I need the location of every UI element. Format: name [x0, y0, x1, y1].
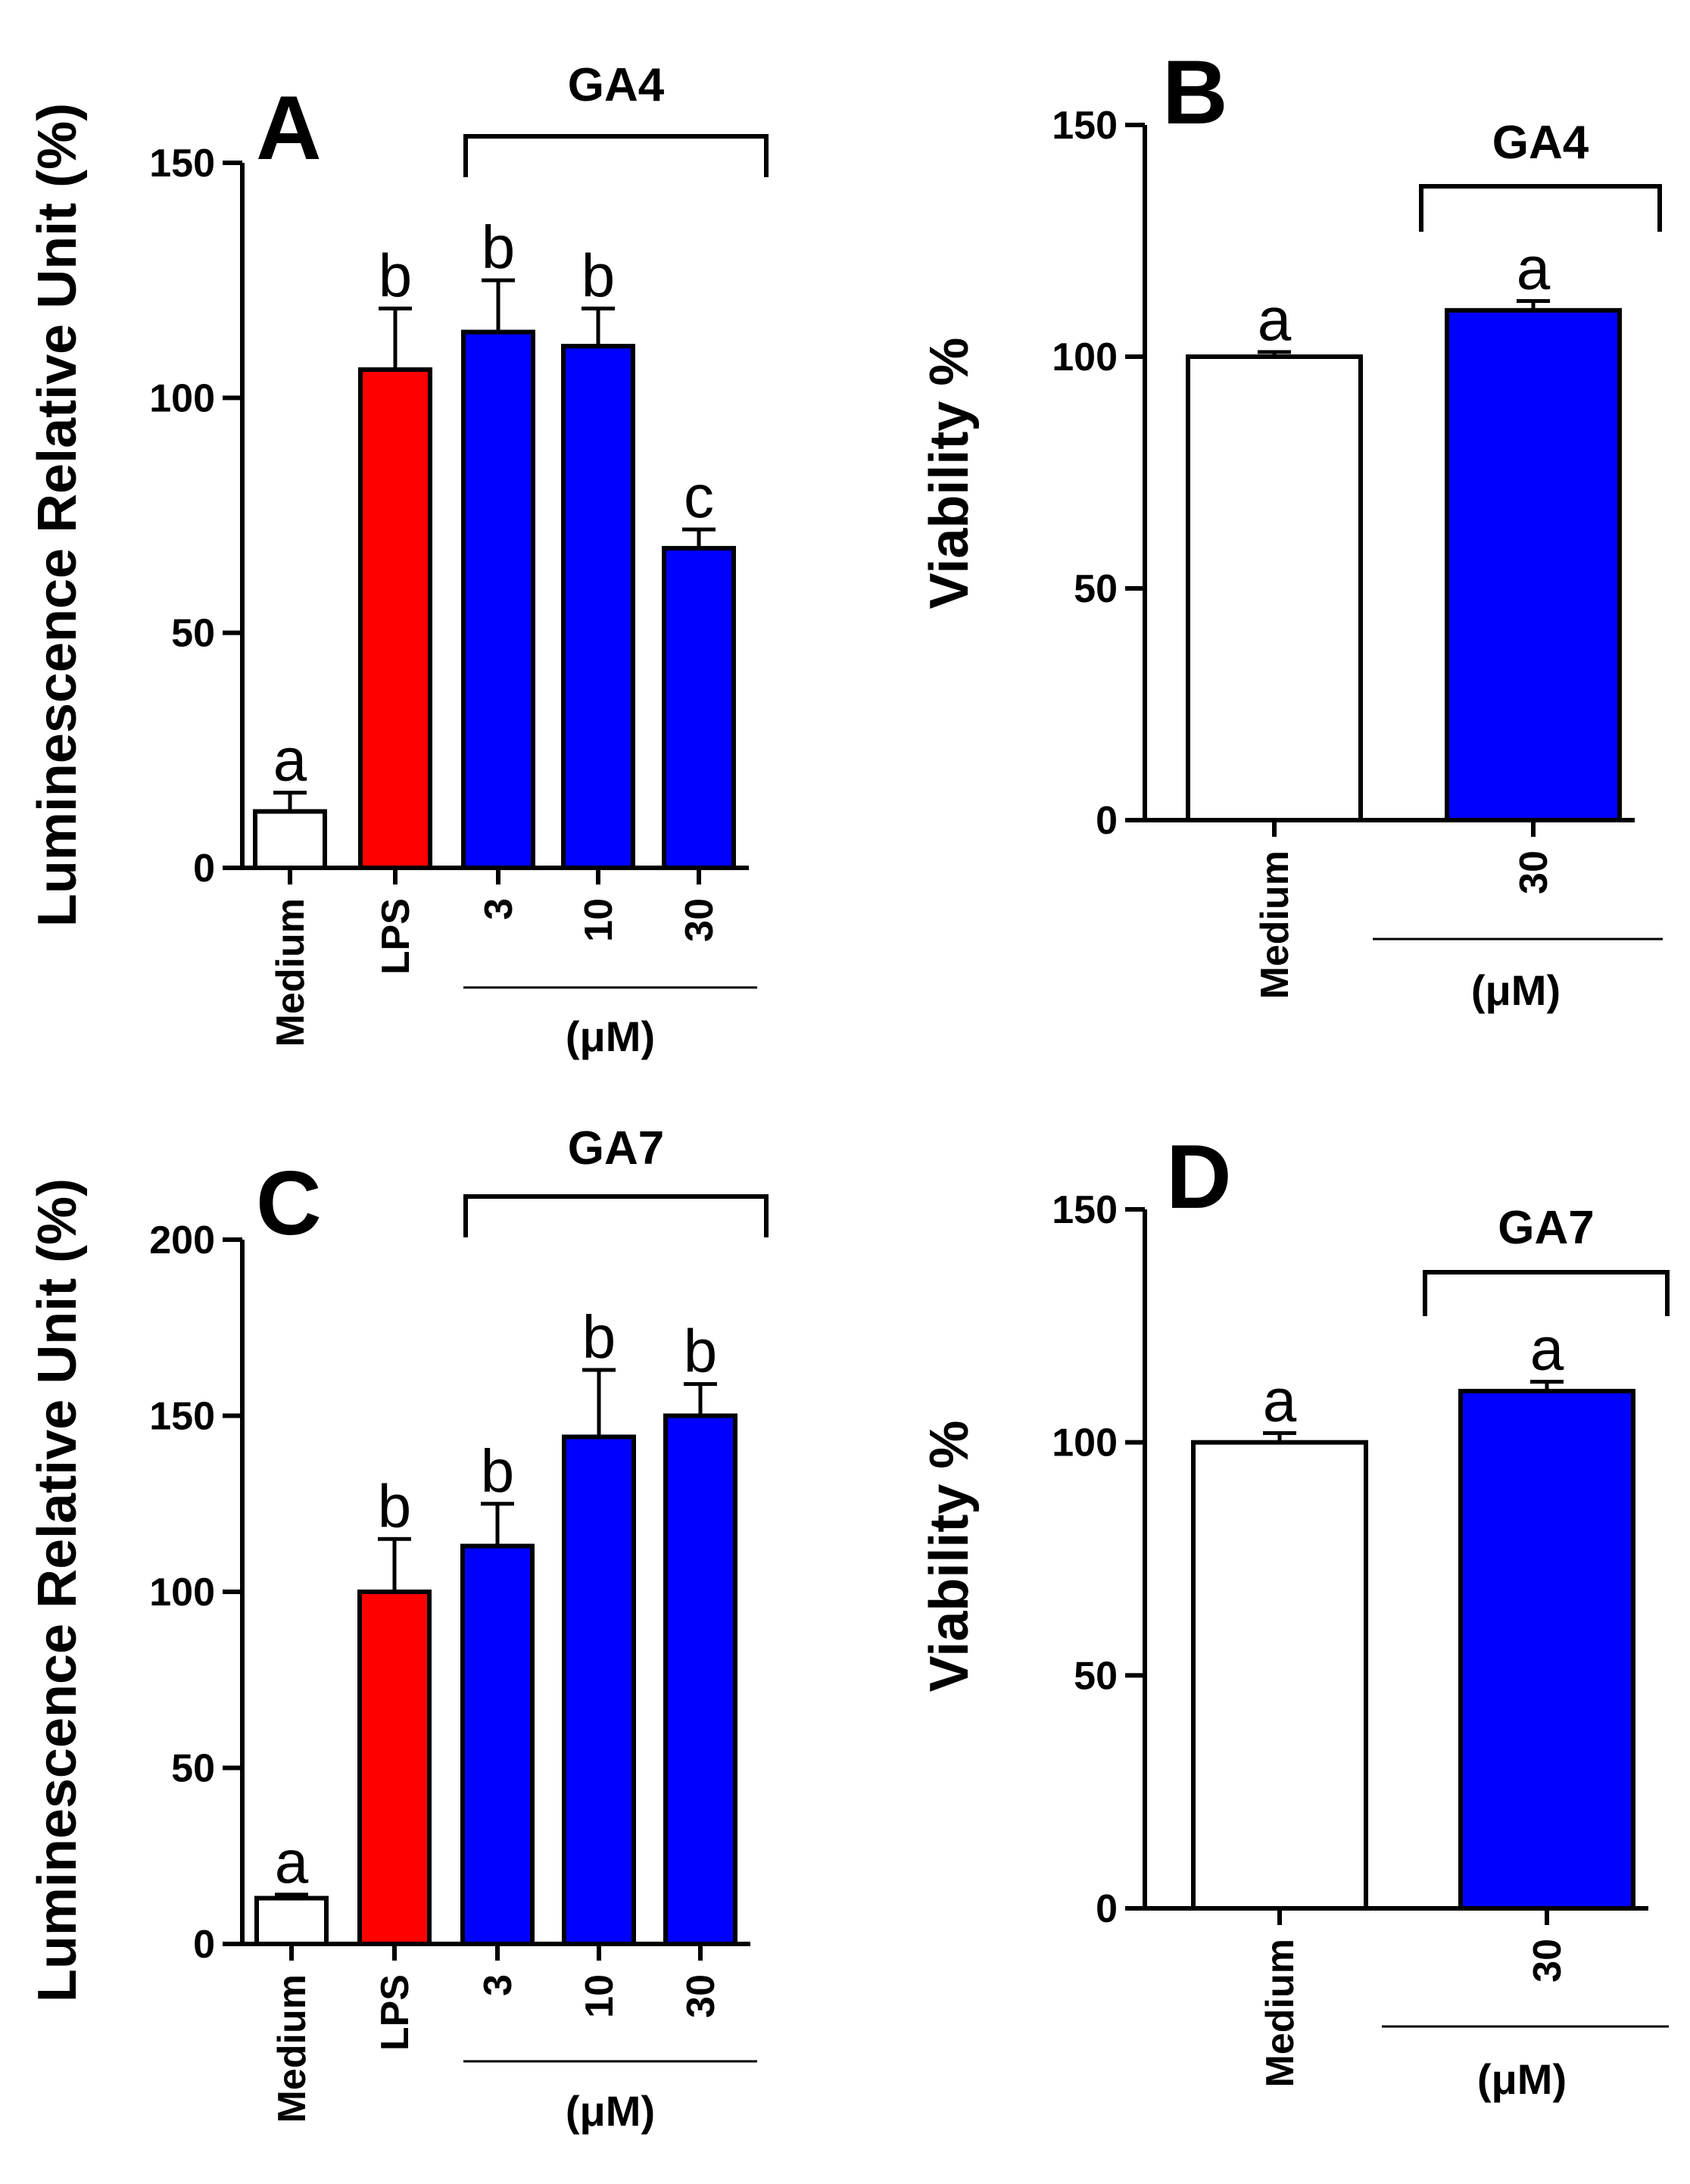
group-bracket [463, 1194, 769, 1237]
bar-3 [460, 1543, 535, 1947]
bar-lps [357, 1590, 432, 1946]
bar-30 [663, 1413, 737, 1946]
y-tick-label: 150 [149, 142, 215, 186]
x-tick-label: LPS [373, 1974, 417, 2051]
group-label: GA7 [1498, 1202, 1594, 1254]
significance-letter: a [1517, 235, 1551, 302]
group-bracket [463, 134, 769, 177]
x-tick-label: Medium [269, 898, 313, 1047]
unit-label: (μM) [566, 1012, 655, 1060]
x-tick-label: 30 [1512, 850, 1556, 894]
panel-b: B Viability % 0 50 100 150 a Medium a 30 GA4 (μM) [919, 42, 1663, 1014]
x-tick-label: 3 [477, 898, 521, 920]
significance-letter: b [582, 1303, 616, 1371]
y-tick-label: 200 [149, 1218, 215, 1262]
x-tick-label: 30 [679, 1974, 723, 2018]
x-tick-label: Medium [1258, 1939, 1302, 2087]
significance-letter: a [1258, 285, 1292, 353]
x-tick-label: LPS [374, 898, 418, 975]
unit-label: (μM) [566, 2087, 655, 2135]
significance-letter: a [273, 726, 307, 794]
y-tick-label: 50 [171, 1747, 215, 1791]
y-tick-label: 100 [149, 1571, 215, 1615]
x-tick-label: 3 [476, 1974, 520, 1996]
x-tick-label: 10 [578, 1974, 622, 2018]
y-tick-label: 100 [1052, 1421, 1118, 1465]
x-tick-label: Medium [270, 1974, 314, 2123]
bar-10 [561, 344, 635, 870]
panel-letter: B [1162, 42, 1228, 143]
y-tick-label: 150 [1052, 104, 1118, 148]
bar-3 [461, 329, 535, 870]
y-tick-label: 0 [1096, 799, 1118, 843]
panel-letter: A [256, 77, 322, 179]
significance-letter: b [379, 242, 413, 309]
bar-lps [358, 367, 432, 870]
bar-30 [1445, 307, 1622, 822]
bar-medium [253, 809, 327, 871]
significance-letter: b [481, 1437, 515, 1505]
y-tick-label: 150 [149, 1395, 215, 1439]
bar-30 [662, 545, 736, 870]
significance-letter: a [275, 1828, 309, 1895]
panel-d: D Viability % 0 50 100 150 a Medium a 30 GA7 (μM) [919, 1126, 1670, 2103]
significance-letter: a [1263, 1366, 1297, 1434]
group-label: GA4 [568, 59, 665, 111]
x-tick-label: 30 [678, 898, 722, 942]
y-axis-label: Luminescence Relative Unit (%) [27, 1178, 88, 2002]
y-tick-label: 50 [1074, 1654, 1118, 1698]
unit-label: (μM) [1477, 2055, 1567, 2103]
group-label: GA4 [1492, 117, 1589, 169]
y-tick-label: 0 [193, 847, 215, 891]
panel-letter: D [1166, 1126, 1232, 1228]
y-tick-label: 50 [171, 612, 215, 656]
y-tick-label: 0 [1096, 1887, 1118, 1931]
y-tick-label: 100 [1052, 335, 1118, 379]
panel-c: C Luminescence Relative Unit (%) 0 50 100 150… [27, 1122, 769, 2135]
group-bracket [1419, 184, 1662, 232]
bar-medium [254, 1895, 329, 1947]
bar-medium [1191, 1440, 1368, 1911]
x-tick-label: 10 [577, 898, 621, 942]
significance-letter: c [684, 463, 714, 530]
significance-letter: b [684, 1318, 718, 1385]
x-tick-label: 30 [1526, 1939, 1570, 1983]
y-axis-label: Luminescence Relative Unit (%) [27, 103, 88, 927]
significance-letter: b [482, 214, 516, 281]
unit-label: (μM) [1471, 966, 1561, 1014]
y-tick-label: 0 [193, 1923, 215, 1967]
bar-medium [1186, 354, 1363, 822]
bar-10 [562, 1434, 636, 1946]
bar-30 [1458, 1388, 1635, 1911]
y-axis-label: Viability % [919, 1421, 980, 1693]
y-tick-label: 150 [1052, 1188, 1118, 1232]
significance-letter: b [378, 1472, 412, 1540]
panel-a: A Luminescence Relative Unit (%) 0 50 100 150… [27, 59, 769, 1060]
panel-letter: C [256, 1153, 322, 1254]
y-axis-label: Viability % [919, 338, 980, 610]
y-tick-label: 50 [1074, 567, 1118, 611]
x-tick-label: Medium [1253, 850, 1297, 999]
significance-letter: b [582, 242, 616, 309]
y-tick-label: 100 [149, 376, 215, 420]
significance-letter: a [1530, 1315, 1564, 1383]
group-label: GA7 [568, 1122, 664, 1175]
group-bracket [1423, 1270, 1670, 1316]
